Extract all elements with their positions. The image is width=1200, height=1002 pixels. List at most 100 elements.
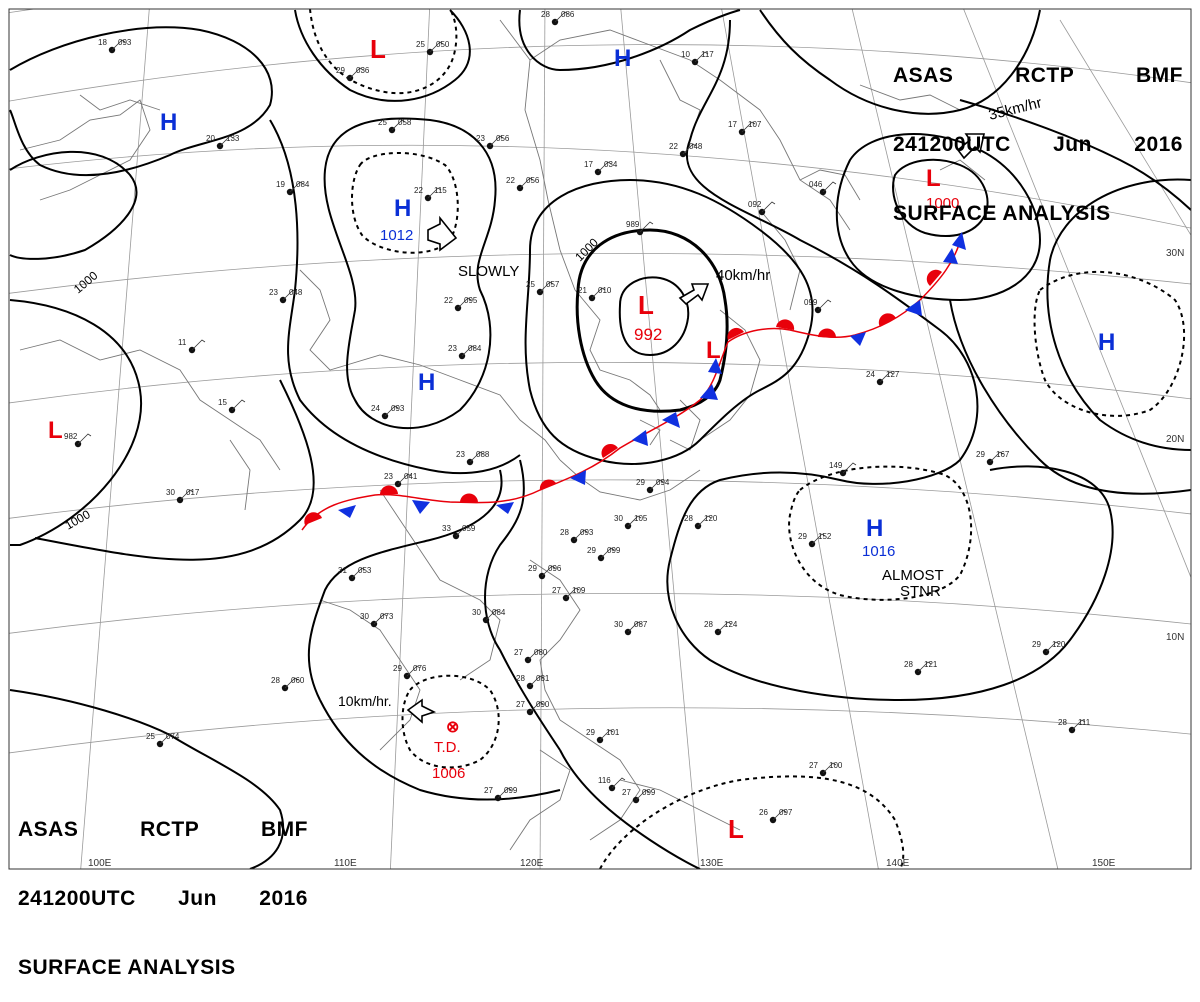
- wind-barb-icon: [649, 479, 664, 491]
- station-obs: 30 073: [360, 612, 394, 628]
- arrow-10km: [406, 698, 437, 724]
- station-obs: 29 120: [1032, 640, 1066, 656]
- station-pressure: 057: [546, 280, 560, 289]
- wind-barb-icon: [485, 609, 500, 621]
- low-pressure-L: L: [728, 814, 744, 844]
- longitude-label: 140E: [886, 858, 910, 869]
- station-temp: 29: [587, 546, 596, 555]
- low-pressure-L: L: [638, 290, 654, 320]
- high-pressure-H: H: [394, 195, 411, 222]
- station-obs: 27 099: [622, 788, 656, 804]
- high-pressure-H: H: [1098, 329, 1115, 356]
- station-temp: 19: [276, 180, 285, 189]
- station-obs: 23 048: [269, 288, 303, 304]
- station-obs: 28 086: [541, 10, 575, 26]
- station-pressure: 074: [166, 732, 180, 741]
- longitude-label: 110E: [334, 858, 357, 869]
- station-temp: 116: [598, 776, 611, 785]
- wind-barb-icon: [694, 51, 709, 63]
- header-code: BMF: [261, 818, 308, 841]
- station-temp: 23: [384, 472, 393, 481]
- station-temp: 22: [669, 142, 678, 151]
- station-obs: 30 105: [614, 514, 648, 530]
- wind-barb-icon: [284, 677, 299, 689]
- wind-barb-icon: [159, 733, 174, 745]
- station-temp: 28: [560, 528, 569, 537]
- station-pressure: 081: [536, 674, 550, 683]
- header-line-2: 241200UTC Jun 2016: [893, 133, 1183, 156]
- station-temp: 29: [336, 66, 345, 75]
- station-temp: 27: [484, 786, 493, 795]
- station-obs: 27 080: [514, 648, 548, 664]
- station-temp: 29: [636, 478, 645, 487]
- station-pressure: 115: [434, 186, 447, 195]
- station-temp: 15: [218, 398, 227, 407]
- station-temp: 27: [809, 761, 818, 770]
- station-temp: 17: [584, 160, 593, 169]
- station-obs: 982: [64, 432, 92, 448]
- stationary-front: [301, 232, 966, 531]
- station-temp: 25: [378, 118, 387, 127]
- station-obs: 25 057: [526, 280, 560, 296]
- header-top-right: ASAS RCTP BMF 241200UTC Jun 2016 SURFACE…: [893, 18, 1183, 248]
- station-obs: 30 017: [166, 488, 200, 504]
- station-obs: 29 099: [587, 546, 621, 562]
- surface-analysis-map: L H H H H L L L L H H L 1012 992 1000 10…: [8, 8, 1192, 870]
- wind-barb-icon: [822, 762, 837, 774]
- station-temp: 046: [809, 180, 823, 189]
- station-obs: 22 056: [506, 176, 540, 192]
- station-temp: 27: [622, 788, 631, 797]
- station-obs: 30 084: [472, 608, 506, 624]
- station-temp: 29: [1032, 640, 1041, 649]
- wind-barb-icon: [842, 462, 857, 474]
- station-obs: 28 120: [684, 514, 718, 530]
- station-temp: 28: [516, 674, 525, 683]
- station-pressure: 117: [701, 50, 714, 59]
- wind-barb-icon: [429, 41, 444, 53]
- station-temp: 31: [338, 566, 347, 575]
- station-temp: 30: [614, 620, 623, 629]
- longitude-grid: [80, 9, 1191, 869]
- station-obs: 26 097: [759, 808, 793, 824]
- station-pressure: 097: [779, 808, 793, 817]
- td-label: T.D.: [434, 739, 461, 756]
- station-obs: 31 053: [338, 566, 372, 582]
- station-pressure: 048: [289, 288, 303, 297]
- station-temp: 29: [528, 564, 537, 573]
- td-symbol-icon: ⊗: [446, 719, 459, 736]
- station-temp: 23: [269, 288, 278, 297]
- station-pressure: 095: [464, 296, 478, 305]
- station-temp: 26: [759, 808, 768, 817]
- station-temp: 17: [728, 120, 737, 129]
- header-agency: ASAS: [18, 818, 79, 841]
- arrow-35km: [956, 133, 985, 160]
- wind-barb-icon: [397, 473, 412, 485]
- station-temp: 23: [476, 134, 485, 143]
- station-obs: 10 117: [681, 50, 714, 66]
- station-obs: 20 133: [206, 134, 240, 150]
- header-station: RCTP: [1015, 64, 1075, 87]
- header-time: 241200UTC: [893, 133, 1011, 156]
- station-obs: 989: [626, 220, 654, 236]
- pressure-value: 1016: [862, 543, 895, 560]
- station-pressure: 100: [829, 761, 843, 770]
- header-time: 241200UTC: [18, 887, 136, 910]
- station-obs: 30 087: [614, 620, 648, 636]
- station-temp: 989: [626, 220, 640, 229]
- station-temp: 22: [506, 176, 515, 185]
- station-temp: 30: [360, 612, 369, 621]
- station-obs: 29 036: [336, 66, 370, 82]
- station-pressure: 120: [704, 514, 718, 523]
- wind-barb-icon: [879, 371, 894, 383]
- station-pressure: 010: [598, 286, 612, 295]
- station-temp: 28: [271, 676, 280, 685]
- slowly-label: SLOWLY: [458, 263, 519, 280]
- station-temp: 982: [64, 432, 78, 441]
- station-temp: 25: [526, 280, 535, 289]
- wind-barb-icon: [469, 451, 484, 463]
- grid-labels: 30N 20N 10N 100E 110E 120E 130E 140E 150…: [88, 248, 1184, 869]
- latitude-label: 30N: [1166, 248, 1184, 259]
- wind-barb-icon: [697, 515, 712, 527]
- station-obs: 29 152: [798, 532, 832, 548]
- longitude-label: 150E: [1092, 858, 1116, 869]
